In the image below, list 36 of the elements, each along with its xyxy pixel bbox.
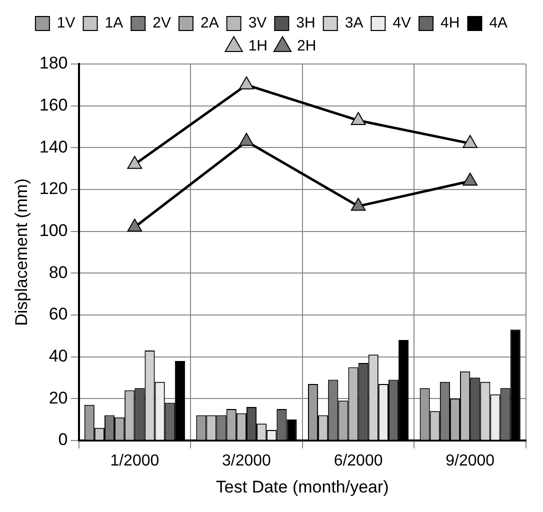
- point: [127, 218, 142, 232]
- point: [462, 134, 478, 148]
- y-tick-label: 120: [39, 179, 68, 198]
- y-tick-label: 80: [48, 262, 68, 282]
- legend-label: 1V: [56, 14, 76, 32]
- x-tick-label: 9/2000: [446, 452, 495, 470]
- legend-label: 4H: [440, 14, 460, 32]
- y-tick-label: 0: [58, 430, 68, 450]
- y-tick-label: 140: [39, 137, 68, 156]
- y-tick-label: 100: [39, 220, 68, 240]
- point: [127, 156, 142, 169]
- legend-label: 3A: [344, 14, 364, 32]
- point: [350, 112, 366, 125]
- x-tick-label: 1/2000: [110, 452, 160, 470]
- legend-label: 2V: [152, 14, 171, 32]
- legend-label: 2A: [200, 14, 219, 32]
- point: [239, 132, 254, 146]
- x-tick-label: 3/2000: [222, 452, 272, 470]
- legend-label: 4V: [392, 14, 412, 32]
- y-tick-label: 160: [39, 96, 68, 115]
- legend-label: 2H: [297, 38, 316, 55]
- legend-label: 3H: [296, 14, 316, 32]
- y-tick-label: 20: [48, 388, 68, 408]
- y-tick-label: 60: [48, 304, 68, 324]
- x-tick-label: 6/2000: [334, 452, 383, 470]
- legend-label: 3V: [248, 14, 267, 32]
- y-tick-label: 180: [39, 54, 68, 73]
- legend-label: 1H: [248, 38, 268, 55]
- y-axis-title: Displacement (mm): [12, 178, 31, 326]
- x-axis-title: Test Date (month/year): [216, 477, 389, 496]
- y-tick-label: 40: [48, 346, 68, 366]
- point: [350, 198, 366, 211]
- legend-label: 4A: [489, 14, 508, 32]
- point: [239, 76, 254, 90]
- point: [462, 172, 478, 186]
- legend-label: 1A: [104, 14, 124, 32]
